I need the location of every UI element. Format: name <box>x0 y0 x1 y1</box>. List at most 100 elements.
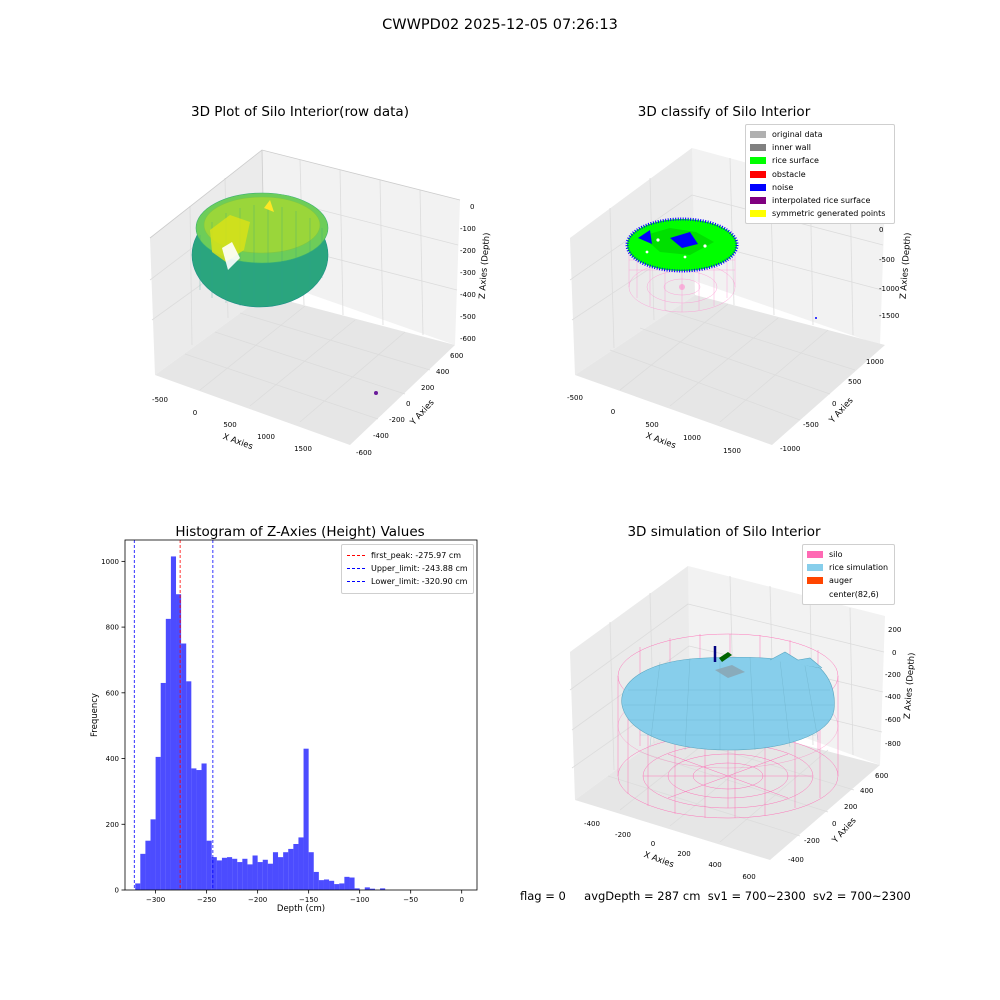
legend-swatch <box>750 131 766 139</box>
legend-entry: Lower_limit: -320.90 cm <box>347 575 468 588</box>
classify-z-tick: 0 <box>879 226 883 234</box>
legend-entry: rice simulation <box>807 561 890 574</box>
legend-swatch <box>750 197 766 205</box>
simulation-z-label: Z Axies (Depth) <box>903 652 918 719</box>
histogram-y-tick: 600 <box>106 689 119 697</box>
histogram-bar <box>334 884 340 890</box>
simulation-x-tick: 200 <box>677 850 690 858</box>
legend-entry: noise <box>750 181 890 194</box>
histogram-bar <box>380 888 386 890</box>
legend-swatch <box>807 591 823 598</box>
histogram-y-tick: 0 <box>115 887 119 895</box>
histogram-bar <box>267 863 273 890</box>
histogram-chart: −300 −250 −200 −150 −100 −50 0 0 200 400 600 800 10… <box>90 539 478 914</box>
legend-line <box>347 581 365 583</box>
simulation-y-tick: -200 <box>804 837 820 845</box>
histogram-bar <box>201 763 207 890</box>
simulation-z-tick: 200 <box>888 626 901 634</box>
classify-silo <box>625 217 817 319</box>
histogram-bar <box>211 857 217 890</box>
histogram-bar <box>181 643 187 890</box>
histogram-x-tick: −100 <box>350 896 369 904</box>
raw-y-tick: -400 <box>373 432 389 440</box>
histogram-bar <box>242 858 248 890</box>
histogram-x-tick: −200 <box>248 896 267 904</box>
histogram-y-tick: 800 <box>106 624 119 632</box>
legend-label: center(82,6) <box>829 589 879 599</box>
histogram-x-tick: −150 <box>299 896 318 904</box>
raw-silo-scan <box>191 192 378 395</box>
legend-entry: silo <box>807 548 890 561</box>
simulation-x-tick: 0 <box>651 840 655 848</box>
avg-depth-text: avgDepth = 287 cm <box>584 889 701 903</box>
histogram-bar <box>206 840 212 890</box>
raw-z-tick: 0 <box>470 203 474 211</box>
simulation-z-tick: -800 <box>885 740 901 748</box>
histogram-bar <box>140 853 146 890</box>
legend-label: auger <box>829 576 853 586</box>
simulation-x-tick: -200 <box>615 831 631 839</box>
histogram-x-tick: −250 <box>197 896 216 904</box>
legend-entry: interpolated rice surface <box>750 194 890 207</box>
legend-entry: center(82,6) <box>807 588 890 601</box>
figure-title: CWWPD02 2025-12-05 07:26:13 <box>382 17 618 33</box>
raw-z-ticks: 0 -100 -200 -300 -400 -500 -600 <box>460 203 476 343</box>
histogram-y-tick: 1000 <box>101 558 119 566</box>
raw-x-tick: 500 <box>223 421 236 429</box>
simulation-x-tick: -400 <box>584 820 600 828</box>
histogram-frame <box>124 539 478 891</box>
legend-entry: obstacle <box>750 168 890 181</box>
histogram-bar <box>293 843 299 890</box>
histogram-title: Histogram of Z-Axies (Height) Values <box>175 524 425 540</box>
histogram-bar <box>191 768 197 890</box>
raw-plot-title: 3D Plot of Silo Interior(row data) <box>191 104 409 120</box>
simulation-z-tick: -400 <box>885 693 901 701</box>
histogram-y-label: Frequency <box>90 693 100 737</box>
raw-y-ticks: 600 400 200 0 -200 -400 -600 <box>356 352 463 457</box>
histogram-bar <box>257 862 263 890</box>
classify-y-tick: -500 <box>803 421 819 429</box>
simulation-legend: silo rice simulation auger center(82,6) <box>802 544 895 605</box>
classify-z-tick: -500 <box>879 256 895 264</box>
classify-z-ticks: 0 -500 -1000 -1500 <box>879 226 899 320</box>
raw-x-tick: 0 <box>193 409 197 417</box>
simulation-x-tick: 400 <box>708 861 721 869</box>
histogram-bar <box>288 848 294 890</box>
histogram-bar <box>232 858 238 890</box>
histogram-reference-lines <box>133 540 214 890</box>
classify-x-label: X Axies <box>644 431 677 451</box>
histogram-bar <box>165 618 171 890</box>
histogram-bars <box>135 556 386 890</box>
histogram-legend: first_peak: -275.97 cm Upper_limit: -243… <box>341 544 474 594</box>
legend-entry: symmetric generated points <box>750 207 890 220</box>
histogram-y-tick: 200 <box>106 821 119 829</box>
legend-swatch <box>750 183 766 191</box>
histogram-bar <box>298 837 304 890</box>
legend-swatch <box>807 551 823 559</box>
classify-legend: original data inner wall rice surface ob… <box>745 124 895 225</box>
legend-entry: first_peak: -275.97 cm <box>347 549 468 562</box>
legend-swatch <box>807 564 823 572</box>
histogram-bar <box>247 864 253 890</box>
raw-z-tick: -200 <box>460 247 476 255</box>
raw-3d-plot: -500 0 500 1000 1500 X Axies 600 400 200… <box>149 149 492 457</box>
classify-y-tick: 500 <box>848 378 861 386</box>
histogram-bar <box>160 682 166 890</box>
simulation-plot-title: 3D simulation of Silo Interior <box>627 524 821 540</box>
simulation-z-tick: -200 <box>885 671 901 679</box>
raw-axes-box <box>149 149 461 445</box>
simulation-x-tick: 600 <box>742 873 755 880</box>
legend-label: interpolated rice surface <box>772 196 871 206</box>
legend-entry: inner wall <box>750 141 890 154</box>
raw-y-tick: -600 <box>356 449 372 457</box>
histogram-bar <box>150 819 156 890</box>
classify-z-label: Z Axies (Depth) <box>899 232 914 299</box>
legend-label: inner wall <box>772 143 812 153</box>
raw-y-tick: 400 <box>436 368 449 376</box>
histogram-x-label: Depth (cm) <box>277 904 325 914</box>
raw-x-tick: 1500 <box>294 445 312 453</box>
simulation-z-tick: 0 <box>892 649 896 657</box>
legend-swatch <box>750 170 766 178</box>
histogram-y-tick: 400 <box>106 755 119 763</box>
raw-x-label: X Axies <box>221 432 254 452</box>
